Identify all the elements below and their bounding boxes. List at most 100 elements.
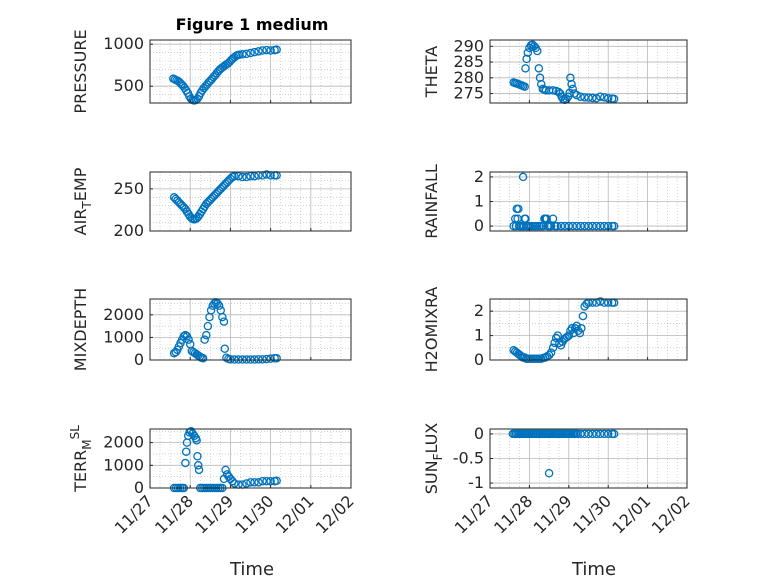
data-point xyxy=(181,458,190,468)
data-point xyxy=(566,73,575,83)
axes-frame xyxy=(149,39,352,104)
data-point xyxy=(250,47,259,57)
data-point xyxy=(592,221,601,231)
subplot-mixdepth: 0 1000 2000 MIXDEPTH xyxy=(71,288,352,371)
data-point xyxy=(576,92,585,101)
data-point xyxy=(194,465,204,475)
data-point xyxy=(588,93,597,103)
data-point xyxy=(556,221,566,231)
data-point xyxy=(258,46,267,55)
data-point xyxy=(202,330,211,340)
data-point xyxy=(580,221,589,231)
data-point xyxy=(568,221,577,231)
data-point xyxy=(548,214,558,223)
y-tick-label: 1 xyxy=(474,192,484,211)
data-point xyxy=(548,86,558,95)
data-point xyxy=(206,306,216,315)
y-tick-label: 0 xyxy=(474,424,484,443)
data-point xyxy=(576,429,585,439)
y-tick-label: 2000 xyxy=(103,305,144,324)
data-point xyxy=(272,45,281,54)
data-point xyxy=(580,93,589,102)
data-point xyxy=(193,461,203,470)
y-axis-label: PRESSURE xyxy=(71,29,90,113)
x-tick-label: 11/30 xyxy=(231,491,277,537)
data-point xyxy=(584,429,593,439)
x-tick-label: 11/28 xyxy=(490,491,536,537)
data-point xyxy=(219,317,229,326)
data-point xyxy=(200,335,209,344)
y-tick-label: 285 xyxy=(453,52,484,71)
data-point xyxy=(584,221,593,231)
data-point xyxy=(514,204,523,214)
y-tick-label: 1000 xyxy=(103,34,144,53)
axes-background xyxy=(150,172,351,231)
data-point xyxy=(220,344,230,353)
data-point xyxy=(588,429,597,439)
data-point xyxy=(272,476,281,485)
data-point xyxy=(230,171,239,181)
data-point xyxy=(272,353,281,363)
x-tick-label: 12/02 xyxy=(312,491,358,537)
data-point xyxy=(596,92,605,101)
y-tick-label: 2 xyxy=(474,301,484,320)
data-point xyxy=(210,299,219,308)
data-point xyxy=(572,90,581,100)
subplot-air_temp: 200 250 AIRTEMP xyxy=(71,167,352,240)
axes-frame xyxy=(149,428,352,489)
subplot-rainfall: 0 1 2 RAINFALL xyxy=(422,164,688,239)
data-point xyxy=(198,353,208,363)
data-point xyxy=(596,221,605,231)
data-point xyxy=(258,355,267,364)
data-point xyxy=(567,79,576,89)
data-point xyxy=(518,172,528,182)
data-point xyxy=(254,478,263,487)
data-point xyxy=(258,476,267,486)
data-point xyxy=(609,221,619,231)
data-point xyxy=(189,431,199,441)
y-axis-label: SUNFLUX xyxy=(422,423,445,495)
y-axis-label: AIRTEMP xyxy=(71,167,94,235)
data-point xyxy=(560,221,570,231)
subplot-pressure: 500 1000 PRESSURE xyxy=(71,29,352,114)
y-axis-label: RAINFALL xyxy=(422,164,441,239)
data-point xyxy=(609,429,619,439)
data-point xyxy=(544,350,554,360)
y-tick-label: 280 xyxy=(453,68,484,87)
data-point xyxy=(596,297,605,306)
data-point xyxy=(221,465,230,475)
data-point xyxy=(522,54,531,64)
data-point xyxy=(262,45,271,55)
data-point xyxy=(564,331,574,340)
axes-frame xyxy=(489,39,688,104)
data-point xyxy=(533,46,542,56)
data-point xyxy=(600,429,609,439)
data-point xyxy=(238,50,247,59)
data-point xyxy=(569,328,578,338)
x-tick-label: 12/01 xyxy=(608,491,654,537)
x-tick-label: 11/29 xyxy=(191,491,237,537)
data-point xyxy=(592,429,601,439)
data-point xyxy=(250,478,259,487)
data-point xyxy=(521,64,530,73)
data-point xyxy=(600,221,609,231)
y-tick-label: 275 xyxy=(453,84,484,103)
x-tick-label: 11/27 xyxy=(451,491,497,537)
y-tick-label: 1 xyxy=(474,326,484,345)
y-axis-label: H2OMIXRA xyxy=(422,287,441,373)
data-point xyxy=(588,221,597,231)
data-point xyxy=(535,73,545,83)
data-point xyxy=(266,46,275,55)
data-point xyxy=(203,321,213,331)
y-tick-label: 2 xyxy=(474,167,484,186)
y-tick-label: 500 xyxy=(113,76,144,95)
data-point xyxy=(548,343,558,353)
x-tick-label: 11/29 xyxy=(530,491,576,537)
data-point xyxy=(218,312,227,322)
data-point xyxy=(582,299,591,309)
data-point xyxy=(596,429,605,439)
data-point xyxy=(580,429,589,439)
axes-frame xyxy=(149,298,352,361)
data-point xyxy=(546,221,556,231)
